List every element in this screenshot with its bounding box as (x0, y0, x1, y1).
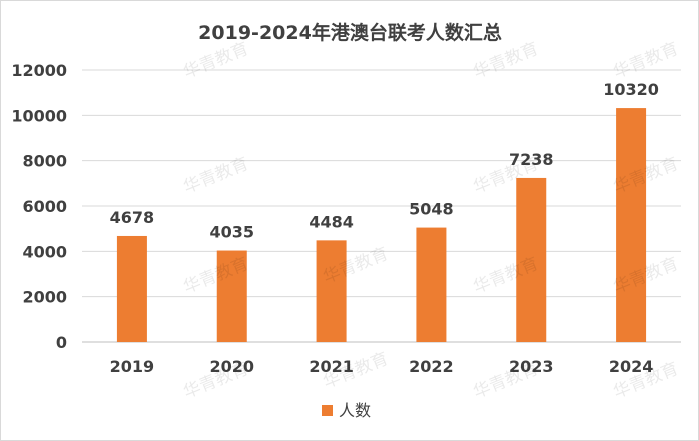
bar (316, 240, 347, 342)
chart-title: 2019-2024年港澳台联考人数汇总 (198, 21, 502, 44)
y-tick-label: 2000 (22, 288, 67, 307)
data-label: 10320 (603, 80, 659, 99)
legend-label: 人数 (339, 401, 371, 420)
data-label: 4035 (209, 223, 254, 242)
y-tick-label: 8000 (22, 152, 67, 171)
y-tick-label: 10000 (11, 106, 67, 125)
y-tick-label: 12000 (11, 61, 67, 80)
y-tick-label: 0 (56, 333, 67, 352)
bar (616, 108, 647, 342)
data-label: 5048 (409, 200, 454, 219)
bar (116, 235, 147, 342)
data-label: 4484 (309, 212, 354, 231)
data-label: 4678 (110, 208, 155, 227)
x-tick-label: 2024 (609, 357, 654, 376)
data-label: 7238 (509, 150, 554, 169)
bar (416, 227, 447, 342)
x-tick-label: 2023 (509, 357, 554, 376)
bar (516, 177, 547, 342)
x-tick-label: 2021 (309, 357, 354, 376)
y-tick-label: 6000 (22, 197, 67, 216)
bar (216, 250, 247, 342)
x-tick-label: 2022 (409, 357, 454, 376)
x-tick-label: 2019 (110, 357, 155, 376)
legend-swatch (322, 405, 333, 416)
y-tick-label: 4000 (22, 242, 67, 261)
x-tick-label: 2020 (209, 357, 254, 376)
